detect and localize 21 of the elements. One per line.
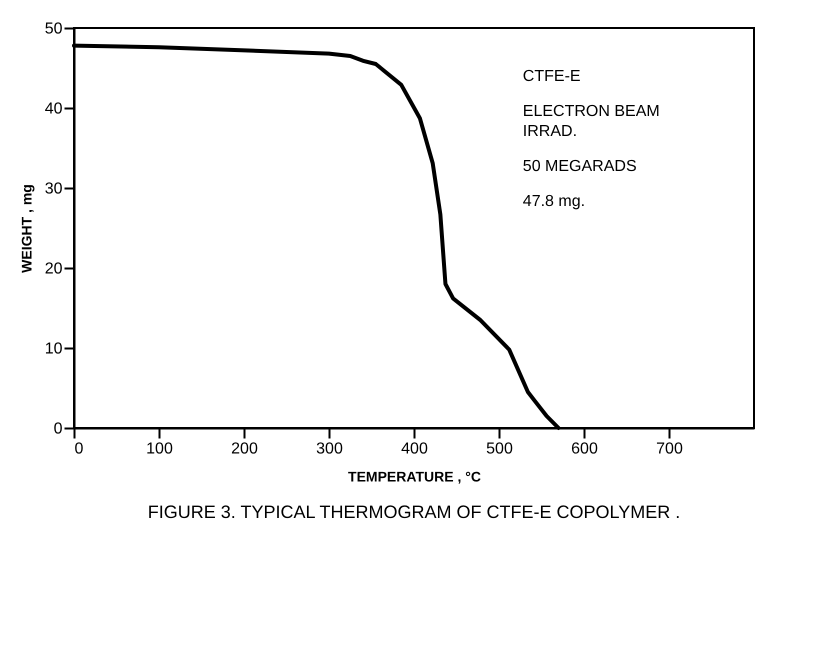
- x-tick-label: 200: [231, 440, 258, 458]
- annotation: CTFE-E: [522, 68, 581, 85]
- x-tick-label: 600: [571, 440, 598, 458]
- x-tick-label: 400: [401, 440, 428, 458]
- y-tick-label: 20: [44, 260, 63, 278]
- y-tick-label: 50: [44, 20, 63, 38]
- x-tick-label: 700: [656, 440, 683, 458]
- y-tick-label: 40: [44, 100, 63, 118]
- x-tick-label: 100: [146, 440, 173, 458]
- y-tick-label: 10: [44, 340, 63, 358]
- y-axis-title: WEIGHT , mg: [18, 184, 35, 273]
- annotation: 50 MEGARADS: [522, 158, 637, 175]
- x-tick-label: 500: [486, 440, 513, 458]
- annotation: ELECTRON BEAM IRRAD.: [522, 103, 660, 140]
- x-axis-title: TEMPERATURE , °C: [348, 468, 481, 484]
- x-tick-label: 0: [74, 440, 84, 458]
- text: FIGURE 3. TYPICAL THERMOGRAM OF CTFE-E COPOLYMER .: [148, 502, 680, 522]
- x-tick-label: 300: [316, 440, 343, 458]
- y-tick-label: 30: [44, 180, 63, 198]
- y-tick-label: 0: [54, 420, 63, 438]
- annotation: 47.8 mg.: [522, 193, 586, 210]
